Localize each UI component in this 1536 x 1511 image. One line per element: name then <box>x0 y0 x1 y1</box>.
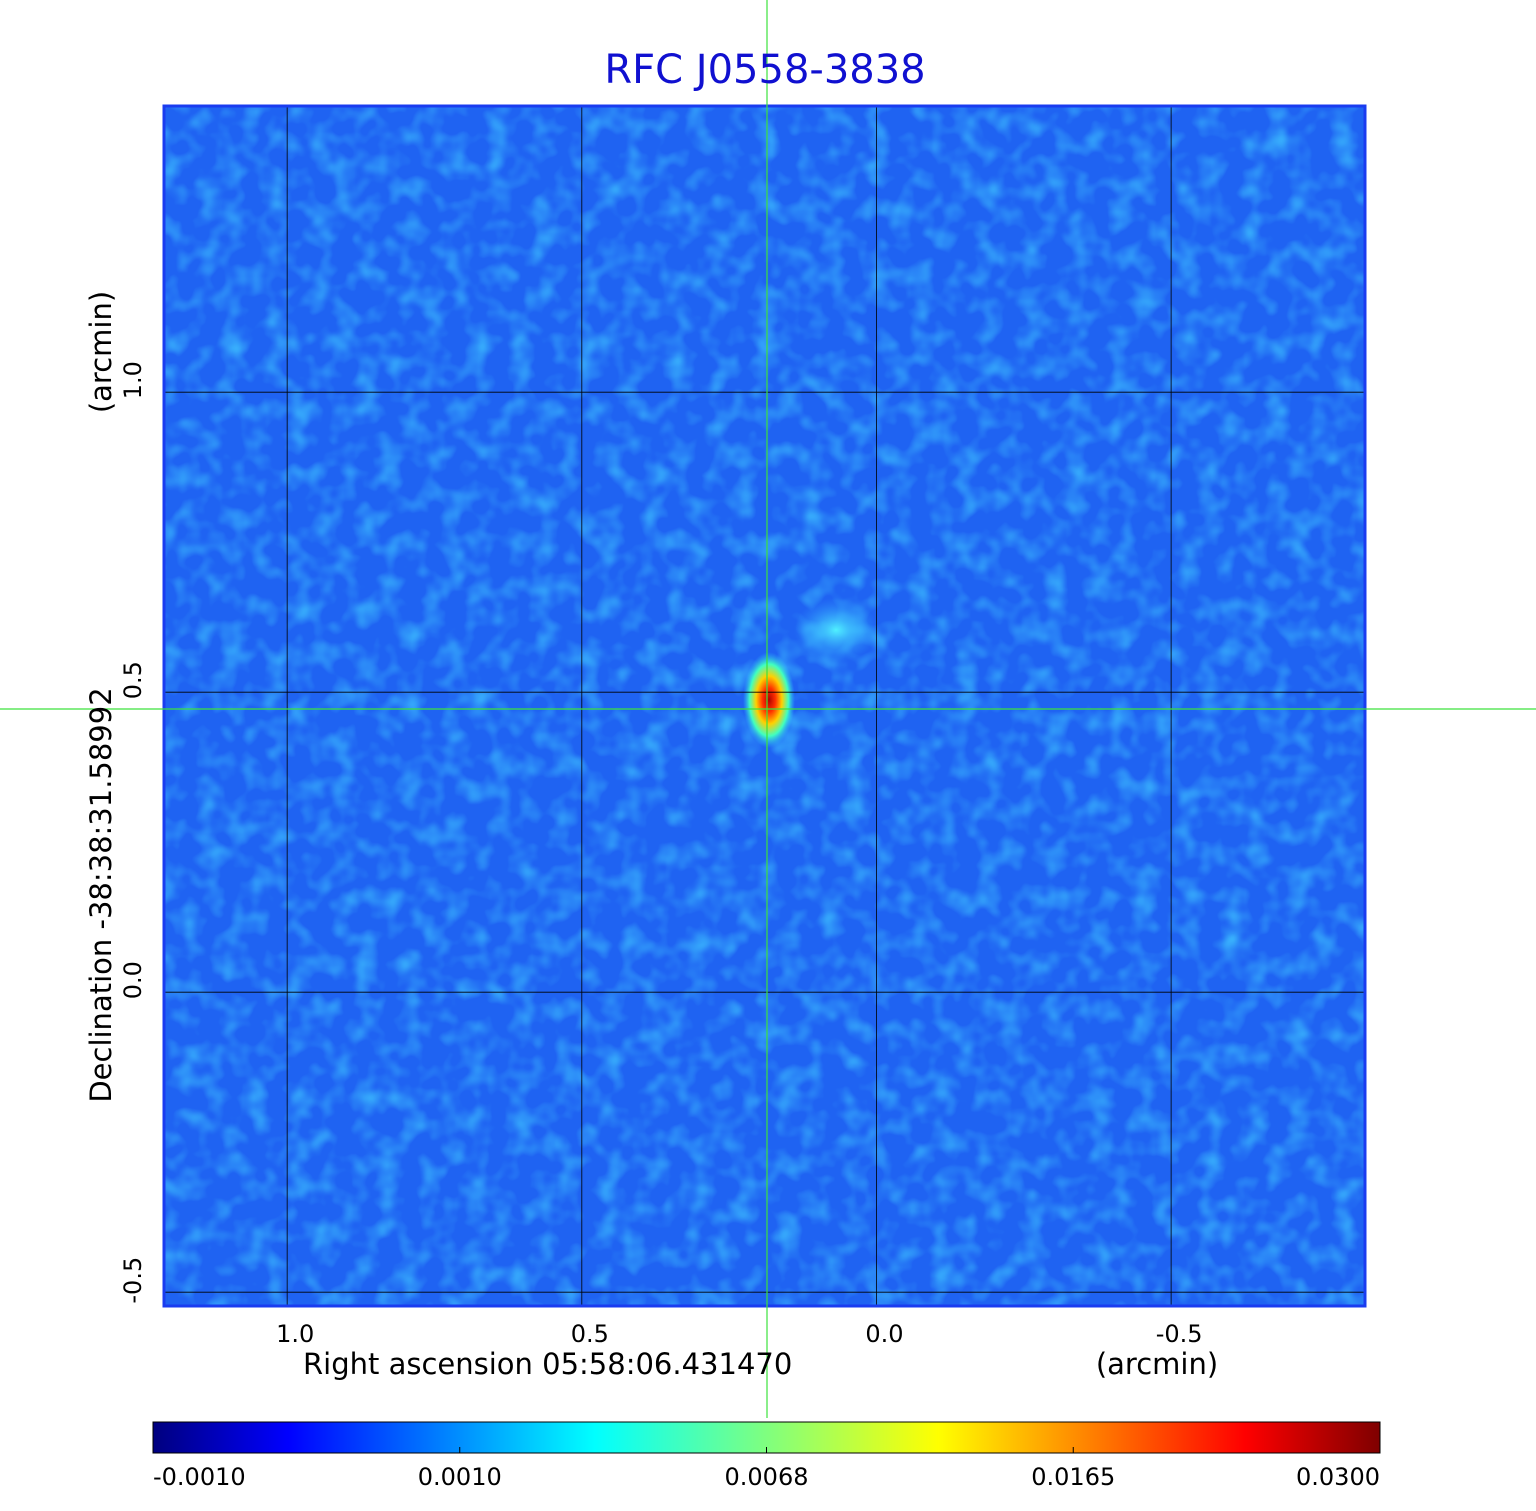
colorbar-tick-label: -0.0010 <box>153 1463 246 1491</box>
x-tick-label: 1.0 <box>276 1320 314 1348</box>
colorbar-tick-label: 0.0068 <box>725 1463 809 1491</box>
colorbar-tick-label: 0.0165 <box>1031 1463 1115 1491</box>
chart-title: RFC J0558-3838 <box>604 47 925 93</box>
x-tick-label: 0.5 <box>571 1320 609 1348</box>
y-tick-label: 0.0 <box>119 961 147 999</box>
x-tick-label: 0.0 <box>865 1320 903 1348</box>
plot-border <box>162 104 1367 1308</box>
x-axis-label: Right ascension 05:58:06.431470 <box>303 1347 792 1381</box>
grid <box>164 106 1365 1306</box>
secondary-component <box>794 598 878 662</box>
y-tick-label: -0.5 <box>119 1257 147 1304</box>
x-axis-unit: (arcmin) <box>1096 1347 1218 1381</box>
y-tick-label: 1.0 <box>119 361 147 399</box>
image <box>164 106 1365 1306</box>
y-axis-label: Declination -38:38:31.58992 <box>84 687 118 1102</box>
x-tick-label: -0.5 <box>1156 1320 1203 1348</box>
colorbar-tick-label: 0.0010 <box>418 1463 502 1491</box>
colorbar-tick-label: 0.0300 <box>1296 1463 1380 1491</box>
y-tick-label: 0.5 <box>119 661 147 699</box>
y-axis-unit: (arcmin) <box>84 291 118 413</box>
source <box>743 652 795 748</box>
